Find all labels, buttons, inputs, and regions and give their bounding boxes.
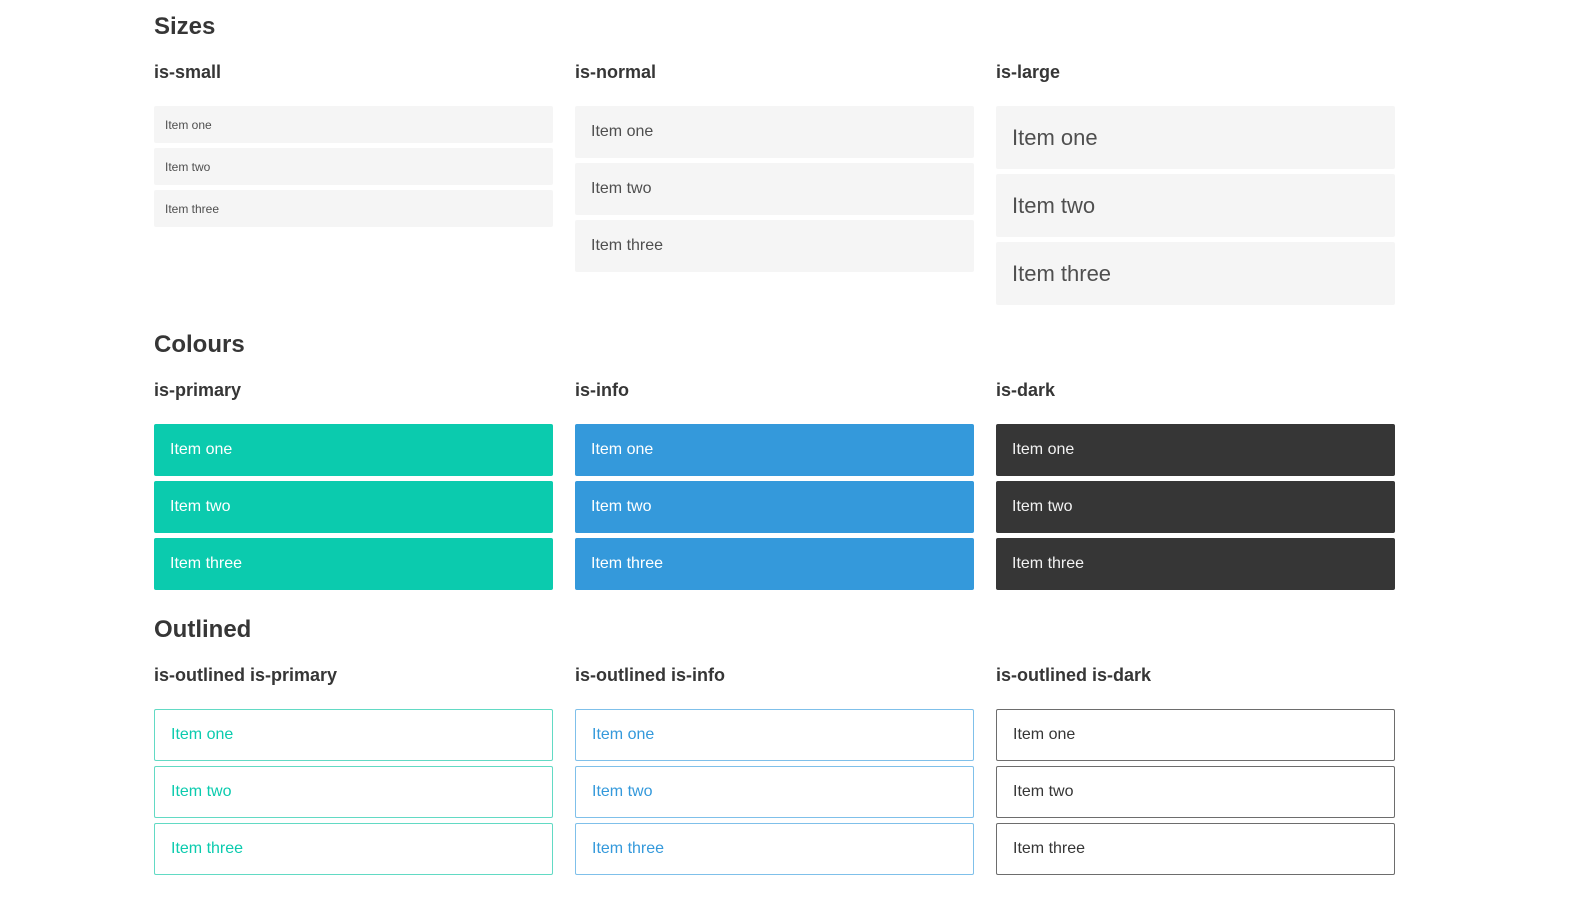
list-item[interactable]: Item two [996,481,1395,533]
group-color-primary: is-primary Item one Item two Item three [154,380,553,590]
item-list: Item one Item two Item three [154,709,553,875]
item-list: Item one Item two Item three [996,709,1395,875]
group-size-large: is-large Item one Item two Item three [996,62,1395,305]
group-heading: is-outlined is-dark [996,665,1152,685]
list-item[interactable]: Item one [154,424,553,476]
list-item[interactable]: Item three [996,538,1395,590]
list-item[interactable]: Item three [154,190,553,227]
section-sizes: Sizes is-small Item one Item two Item three i… [154,13,1395,305]
group-size-small: is-small Item one Item two Item three [154,62,553,305]
item-list: Item one Item two Item three [996,424,1395,590]
group-heading: is-normal [575,62,657,82]
list-item[interactable]: Item two [996,766,1395,818]
group-heading: is-dark [996,380,1056,400]
section-outlined: Outlined is-outlined is-primary Item one It… [154,616,1395,875]
item-list: Item one Item two Item three [575,709,974,875]
list-item[interactable]: Item two [154,148,553,185]
group-heading: is-outlined is-info [575,665,725,685]
list-item[interactable]: Item one [575,424,974,476]
list-item[interactable]: Item two [575,481,974,533]
group-grid: is-primary Item one Item two Item three is-i… [154,380,1395,590]
list-item[interactable]: Item two [575,163,974,215]
group-grid: is-outlined is-primary Item one Item two It… [154,665,1395,875]
group-outlined-primary: is-outlined is-primary Item one Item two It… [154,665,553,875]
item-list: Item one Item two Item three [154,106,553,227]
list-item[interactable]: Item one [575,106,974,158]
group-heading: is-info [575,380,629,400]
group-color-info: is-info Item one Item two Item three [575,380,974,590]
list-item[interactable]: Item three [575,538,974,590]
list-item[interactable]: Item three [154,538,553,590]
group-size-normal: is-normal Item one Item two Item three [575,62,974,305]
item-list: Item one Item two Item three [996,106,1395,305]
list-item[interactable]: Item three [575,220,974,272]
list-item[interactable]: Item two [996,174,1395,237]
list-item[interactable]: Item one [996,106,1395,169]
group-grid: is-small Item one Item two Item three is-nor… [154,62,1395,305]
group-heading: is-outlined is-primary [154,665,338,685]
group-outlined-dark: is-outlined is-dark Item one Item two Item … [996,665,1395,875]
item-list: Item one Item two Item three [575,106,974,272]
item-list: Item one Item two Item three [575,424,974,590]
group-outlined-info: is-outlined is-info Item one Item two Item … [575,665,974,875]
group-heading: is-small [154,62,222,82]
list-item[interactable]: Item two [154,766,553,818]
list-item[interactable]: Item two [154,481,553,533]
list-item[interactable]: Item one [996,709,1395,761]
list-item[interactable]: Item one [996,424,1395,476]
list-item[interactable]: Item one [575,709,974,761]
section-title-colours: Colours [154,331,245,358]
list-item[interactable]: Item three [996,242,1395,305]
list-item[interactable]: Item three [575,823,974,875]
item-list: Item one Item two Item three [154,424,553,590]
section-title-sizes: Sizes [154,13,216,40]
list-item[interactable]: Item one [154,106,553,143]
list-item[interactable]: Item one [154,709,553,761]
section-colours: Colours is-primary Item one Item two Item th… [154,331,1395,590]
list-item[interactable]: Item two [575,766,974,818]
section-title-outlined: Outlined [154,616,252,643]
group-color-dark: is-dark Item one Item two Item three [996,380,1395,590]
group-heading: is-large [996,62,1061,82]
content: Sizes is-small Item one Item two Item three i… [154,0,1395,875]
list-item[interactable]: Item three [154,823,553,875]
group-heading: is-primary [154,380,242,400]
list-item[interactable]: Item three [996,823,1395,875]
